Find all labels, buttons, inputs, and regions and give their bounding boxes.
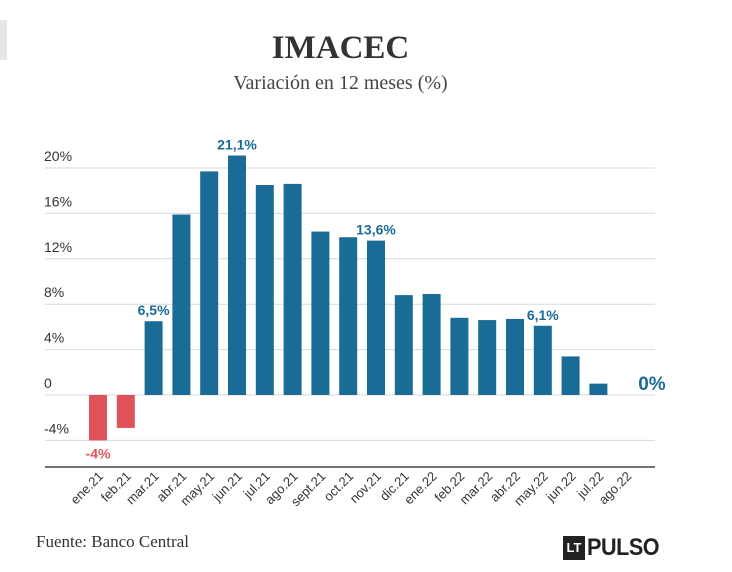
lt-logo-mark: LT	[563, 536, 585, 560]
x-tick-label: jun.22	[542, 469, 578, 505]
data-label: 6,1%	[527, 307, 559, 323]
left-edge-strip	[0, 20, 7, 60]
data-label: -4%	[86, 445, 111, 461]
data-label: 6,5%	[138, 302, 170, 318]
data-label: 0%	[638, 374, 666, 395]
data-label: 13,6%	[356, 222, 396, 238]
bar	[311, 231, 330, 395]
bar	[89, 395, 107, 441]
y-tick-label: -4%	[44, 420, 69, 436]
y-tick-label: 8%	[44, 284, 64, 300]
bar	[228, 155, 246, 395]
bar	[478, 320, 497, 395]
chart-title: IMACEC	[271, 30, 410, 66]
y-tick-label: 16%	[44, 193, 72, 209]
x-tick-label: nov.21	[347, 469, 385, 507]
bar	[561, 356, 580, 395]
pulso-logo-text: PULSO	[587, 534, 660, 561]
bar	[283, 183, 302, 395]
chart-subtitle: Variación en 12 meses (%)	[233, 72, 448, 94]
bar	[116, 395, 135, 428]
data-label: 21,1%	[217, 137, 257, 153]
x-tick-label: ene.21	[67, 469, 106, 508]
y-tick-label: 12%	[44, 239, 72, 255]
bar	[200, 171, 219, 395]
x-tick-label: jun.21	[209, 469, 245, 505]
source-note: Fuente: Banco Central	[36, 532, 189, 551]
y-tick-label: 0	[44, 375, 52, 391]
pulso-logo: LT PULSO	[563, 534, 667, 562]
bar	[255, 185, 274, 395]
bar	[589, 383, 608, 395]
bar	[394, 295, 413, 395]
bar	[533, 325, 552, 395]
bar	[422, 293, 441, 395]
bar	[367, 240, 385, 395]
bar	[506, 318, 524, 395]
bar	[172, 214, 191, 395]
bar	[339, 237, 358, 395]
y-tick-label: 20%	[44, 148, 72, 164]
bar	[450, 317, 469, 395]
y-tick-label: 4%	[44, 330, 64, 346]
bar	[144, 321, 163, 395]
